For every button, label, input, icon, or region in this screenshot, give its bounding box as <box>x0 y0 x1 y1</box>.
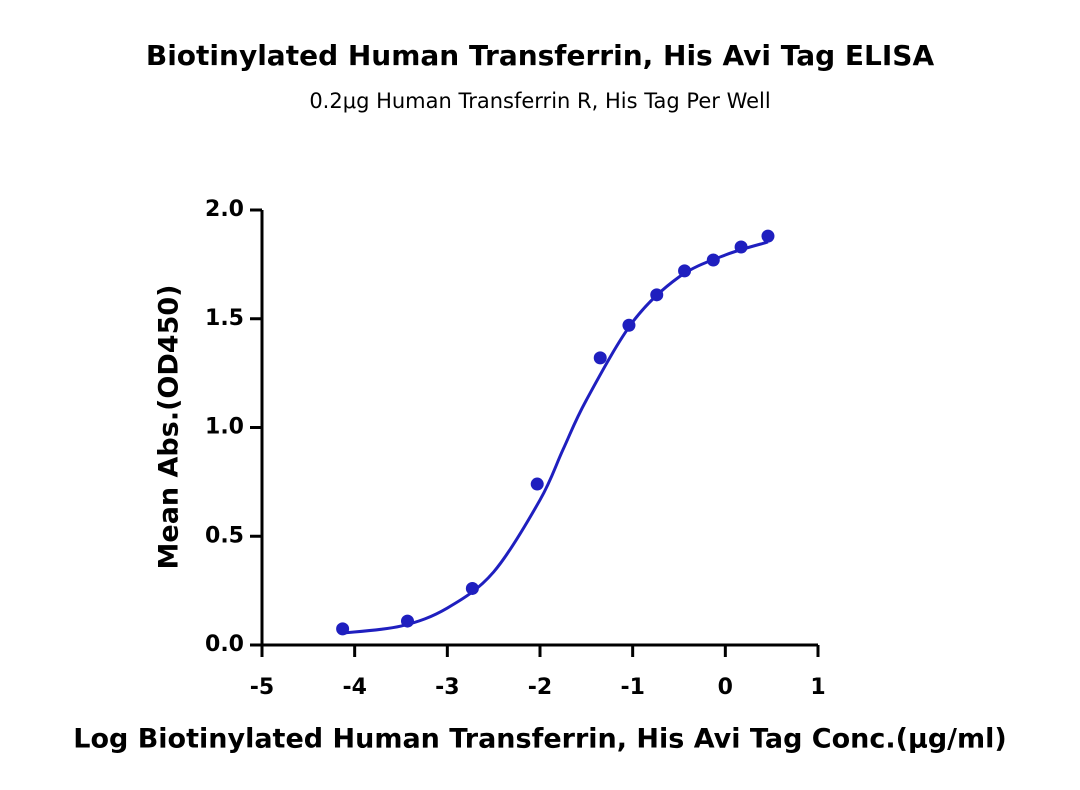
y-tick-label: 2.0 <box>205 197 244 222</box>
data-point <box>678 264 692 278</box>
data-point <box>400 614 414 628</box>
data-point <box>465 581 479 595</box>
data-point <box>336 622 350 636</box>
x-tick-label: -1 <box>620 675 644 700</box>
x-tick-label: 0 <box>718 675 733 700</box>
y-tick-label: 0.5 <box>205 523 244 548</box>
y-tick-label: 1.0 <box>205 415 244 440</box>
x-axis-label: Log Biotinylated Human Transferrin, His … <box>73 724 1007 755</box>
chart-title: Biotinylated Human Transferrin, His Avi … <box>146 39 935 72</box>
data-point <box>622 318 636 332</box>
chart-subtitle: 0.2μg Human Transferrin R, His Tag Per W… <box>309 89 770 113</box>
data-point <box>734 240 748 254</box>
x-tick-label: -2 <box>528 675 552 700</box>
data-point <box>530 477 544 491</box>
y-tick-label: 1.5 <box>205 306 244 331</box>
x-tick-label: -5 <box>250 675 274 700</box>
data-point <box>650 288 664 302</box>
y-tick-label: 0.0 <box>205 632 244 657</box>
data-point <box>593 351 607 365</box>
data-point <box>761 229 775 243</box>
x-tick-label: -3 <box>435 675 459 700</box>
y-axis-label: Mean Abs.(OD450) <box>154 285 185 570</box>
x-tick-label: -4 <box>342 675 366 700</box>
data-point <box>706 253 720 267</box>
fit-curve <box>342 240 769 635</box>
x-tick-label: 1 <box>810 675 825 700</box>
